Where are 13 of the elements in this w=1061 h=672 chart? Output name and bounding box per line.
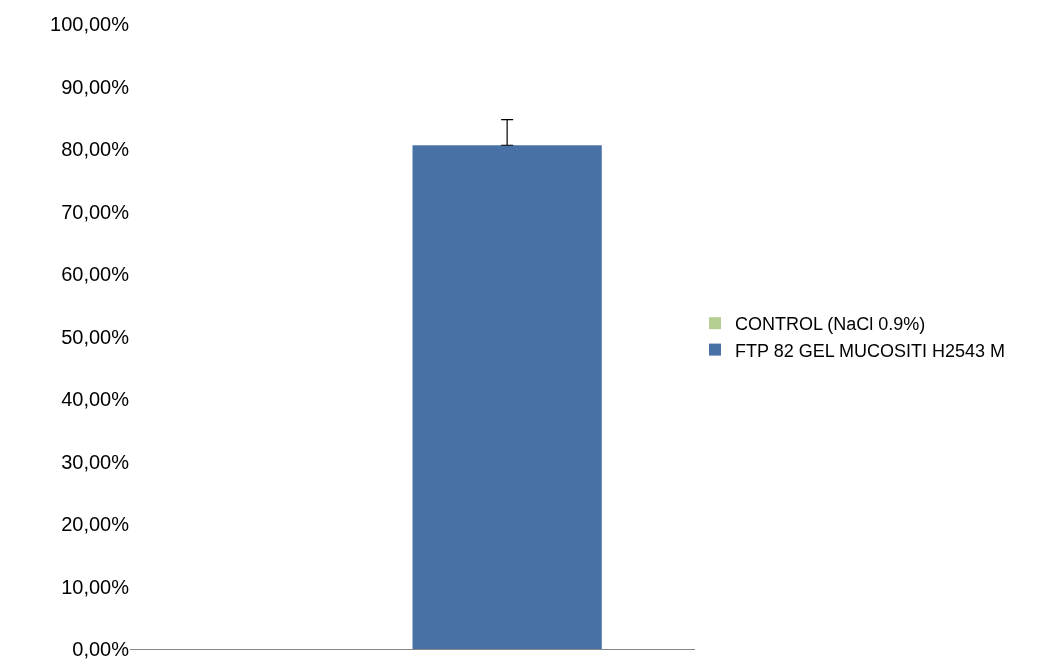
y-tick-label: 50,00% [61, 325, 130, 348]
y-tick-label: 70,00% [61, 200, 130, 223]
y-tick-label: 100,00% [50, 13, 130, 35]
y-tick-label: 10,00% [61, 575, 130, 598]
y-tick-label: 60,00% [61, 263, 130, 285]
y-tick-label: 90,00% [61, 75, 130, 98]
y-tick-label: 0,00% [72, 638, 130, 660]
y-tick-label: 80,00% [61, 138, 130, 160]
y-tick-label: 40,00% [61, 388, 130, 410]
legend-label: CONTROL (NaCl 0.9%) [735, 314, 926, 335]
y-tick-label: 30,00% [61, 450, 130, 473]
y-tick-label: 20,00% [61, 513, 130, 535]
legend-label: FTP 82 GEL MUCOSITI H2543 M [735, 340, 1006, 361]
